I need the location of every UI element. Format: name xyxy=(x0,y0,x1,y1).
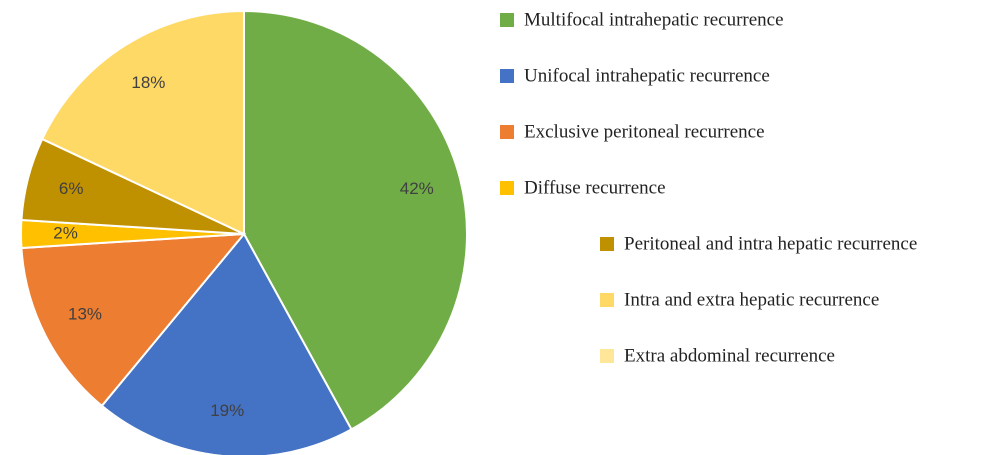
legend-swatch xyxy=(500,125,514,139)
legend-label: Extra abdominal recurrence xyxy=(624,345,835,366)
pie-slice xyxy=(40,9,245,236)
legend-swatch xyxy=(500,69,514,83)
pie-slice xyxy=(100,232,353,455)
data-label: 6% xyxy=(59,179,84,198)
pie-slice xyxy=(20,232,247,408)
legend-swatch xyxy=(500,13,514,27)
legend-label: Unifocal intrahepatic recurrence xyxy=(524,65,770,86)
legend-swatch xyxy=(600,349,614,363)
data-label: 42% xyxy=(400,179,434,198)
legend-label: Intra and extra hepatic recurrence xyxy=(624,289,879,310)
legend-label: Peritoneal and intra hepatic recurrence xyxy=(624,233,917,254)
data-label: 18% xyxy=(131,73,165,92)
legend-label: Multifocal intrahepatic recurrence xyxy=(524,9,784,30)
pie-slice xyxy=(243,9,468,431)
legend-label: Diffuse recurrence xyxy=(524,177,666,198)
legend-swatch xyxy=(600,237,614,251)
data-label: 19% xyxy=(210,401,244,420)
data-label: 13% xyxy=(68,304,102,323)
legend-swatch xyxy=(500,181,514,195)
legend-swatch xyxy=(600,293,614,307)
data-label: 2% xyxy=(53,223,78,242)
legend-label: Exclusive peritoneal recurrence xyxy=(524,121,765,142)
